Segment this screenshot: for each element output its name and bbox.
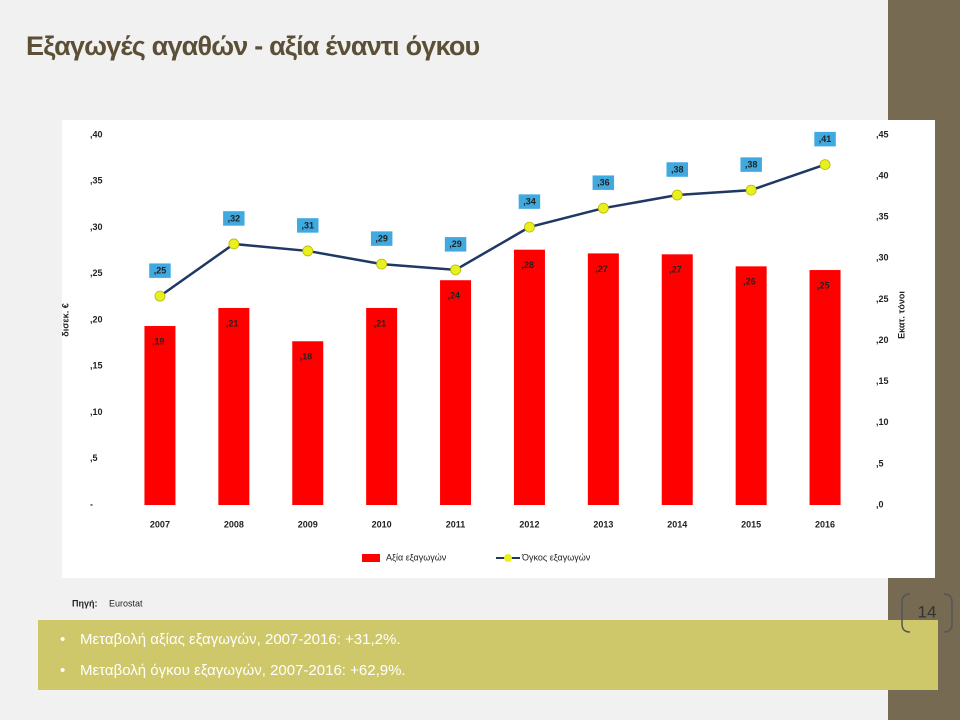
value-label-box xyxy=(148,262,172,279)
line-marker xyxy=(154,290,166,302)
value-label-box xyxy=(296,217,319,234)
bar xyxy=(218,307,250,505)
line-marker xyxy=(302,245,314,257)
line-value-label: ,29 xyxy=(449,239,462,249)
line-marker xyxy=(450,264,461,276)
bar xyxy=(292,341,324,505)
value-label-box xyxy=(518,193,541,210)
line-value-label: ,41 xyxy=(819,134,832,144)
bar xyxy=(440,280,472,505)
y2-tick-label: ,30 xyxy=(876,253,889,263)
bar-value-label: ,21 xyxy=(374,318,387,328)
y-tick-label: ,35 xyxy=(90,176,103,186)
x-tick-label: 2014 xyxy=(667,519,687,529)
line-value-label: ,25 xyxy=(154,266,167,276)
y-tick-label: - xyxy=(90,499,93,509)
line-value-label: ,32 xyxy=(228,213,241,223)
x-tick-label: 2013 xyxy=(593,519,613,529)
value-label-box xyxy=(592,174,615,191)
bar-value-label: ,28 xyxy=(521,260,534,270)
legend-label: Όγκος εξαγωγών xyxy=(521,552,591,562)
x-tick-label: 2009 xyxy=(298,519,318,529)
legend-label: Αξία εξαγωγών xyxy=(386,552,447,562)
bar-value-label: ,27 xyxy=(595,264,608,274)
value-label-box xyxy=(666,161,689,178)
bar-value-label: ,24 xyxy=(448,291,461,301)
bar-value-label: ,26 xyxy=(743,277,756,287)
line-marker xyxy=(745,184,757,196)
line-marker xyxy=(671,189,683,201)
y2-tick-label: ,40 xyxy=(876,170,889,180)
y-tick-label: ,10 xyxy=(90,407,103,417)
slide-title: Εξαγωγές αγαθών - αξία έναντι όγκου xyxy=(26,31,480,61)
bar xyxy=(809,270,841,505)
value-label-box xyxy=(813,131,837,147)
bar xyxy=(661,254,693,505)
page-number: 14 xyxy=(918,602,937,621)
bar-value-label: ,25 xyxy=(817,280,830,290)
value-label-box xyxy=(222,210,246,227)
line-marker xyxy=(597,202,609,214)
line xyxy=(159,163,826,298)
y-axis-label: δισεκ. € xyxy=(60,303,70,336)
x-tick-label: 2010 xyxy=(372,519,392,529)
line-value-label: ,38 xyxy=(745,159,758,169)
bar xyxy=(513,249,545,505)
y-tick-label: ,25 xyxy=(90,268,103,278)
line-marker xyxy=(819,159,831,171)
bullet: Μεταβολή όγκου εξαγωγών, 2007-2016: +62,… xyxy=(80,662,406,679)
y2-tick-label: ,35 xyxy=(876,212,889,222)
x-tick-label: 2016 xyxy=(815,519,835,529)
legend-swatch xyxy=(362,554,380,562)
line-marker xyxy=(228,238,240,250)
line-value-label: ,38 xyxy=(671,164,684,174)
bar-value-label: ,19 xyxy=(152,336,165,346)
y-tick-label: ,15 xyxy=(90,361,103,371)
value-label-box xyxy=(739,156,763,173)
bar-value-label: ,27 xyxy=(669,265,682,275)
line-value-label: ,36 xyxy=(597,178,610,188)
line-value-label: ,34 xyxy=(523,196,536,206)
y2-tick-label: ,0 xyxy=(876,499,884,509)
y-tick-label: ,40 xyxy=(90,129,103,139)
bullet: Μεταβολή αξίας εξαγωγών, 2007-2016: +31,… xyxy=(80,631,401,648)
legend-marker xyxy=(504,554,512,562)
page-bracket xyxy=(901,593,911,633)
y2-axis-label: Εκατ. τόνοι xyxy=(896,291,906,339)
y-tick-label: ,5 xyxy=(90,453,98,463)
y2-tick-label: ,5 xyxy=(876,458,884,468)
value-label-box xyxy=(444,236,467,253)
x-tick-label: 2011 xyxy=(446,519,466,529)
bar xyxy=(366,307,398,505)
y2-tick-label: ,15 xyxy=(876,376,889,386)
line-value-label: ,31 xyxy=(301,220,314,230)
line-value-label: ,29 xyxy=(375,233,388,243)
y2-tick-label: ,25 xyxy=(876,294,889,304)
bar xyxy=(587,253,619,505)
line-marker xyxy=(524,221,535,233)
source-text: Eurostat xyxy=(109,598,143,608)
x-tick-label: 2007 xyxy=(150,519,170,529)
y-tick-label: ,30 xyxy=(90,222,103,232)
x-tick-label: 2015 xyxy=(741,519,761,529)
line-marker xyxy=(376,258,388,270)
y2-tick-label: ,20 xyxy=(876,335,889,345)
x-tick-label: 2012 xyxy=(519,519,539,529)
chart-area xyxy=(62,120,935,578)
bullet-marker: • xyxy=(60,662,65,679)
bar-value-label: ,21 xyxy=(226,318,239,328)
page-bracket xyxy=(943,593,953,633)
bullet-box xyxy=(38,620,938,690)
y2-tick-label: ,45 xyxy=(876,129,889,139)
bar xyxy=(735,266,767,505)
source-label: Πηγή: xyxy=(72,598,98,608)
y-tick-label: ,20 xyxy=(90,314,103,324)
value-label-box xyxy=(370,230,393,247)
bar xyxy=(144,326,176,505)
bar-value-label: ,18 xyxy=(300,352,313,362)
y2-tick-label: ,10 xyxy=(876,417,889,427)
x-tick-label: 2008 xyxy=(224,519,244,529)
bullet-marker: • xyxy=(60,631,65,648)
